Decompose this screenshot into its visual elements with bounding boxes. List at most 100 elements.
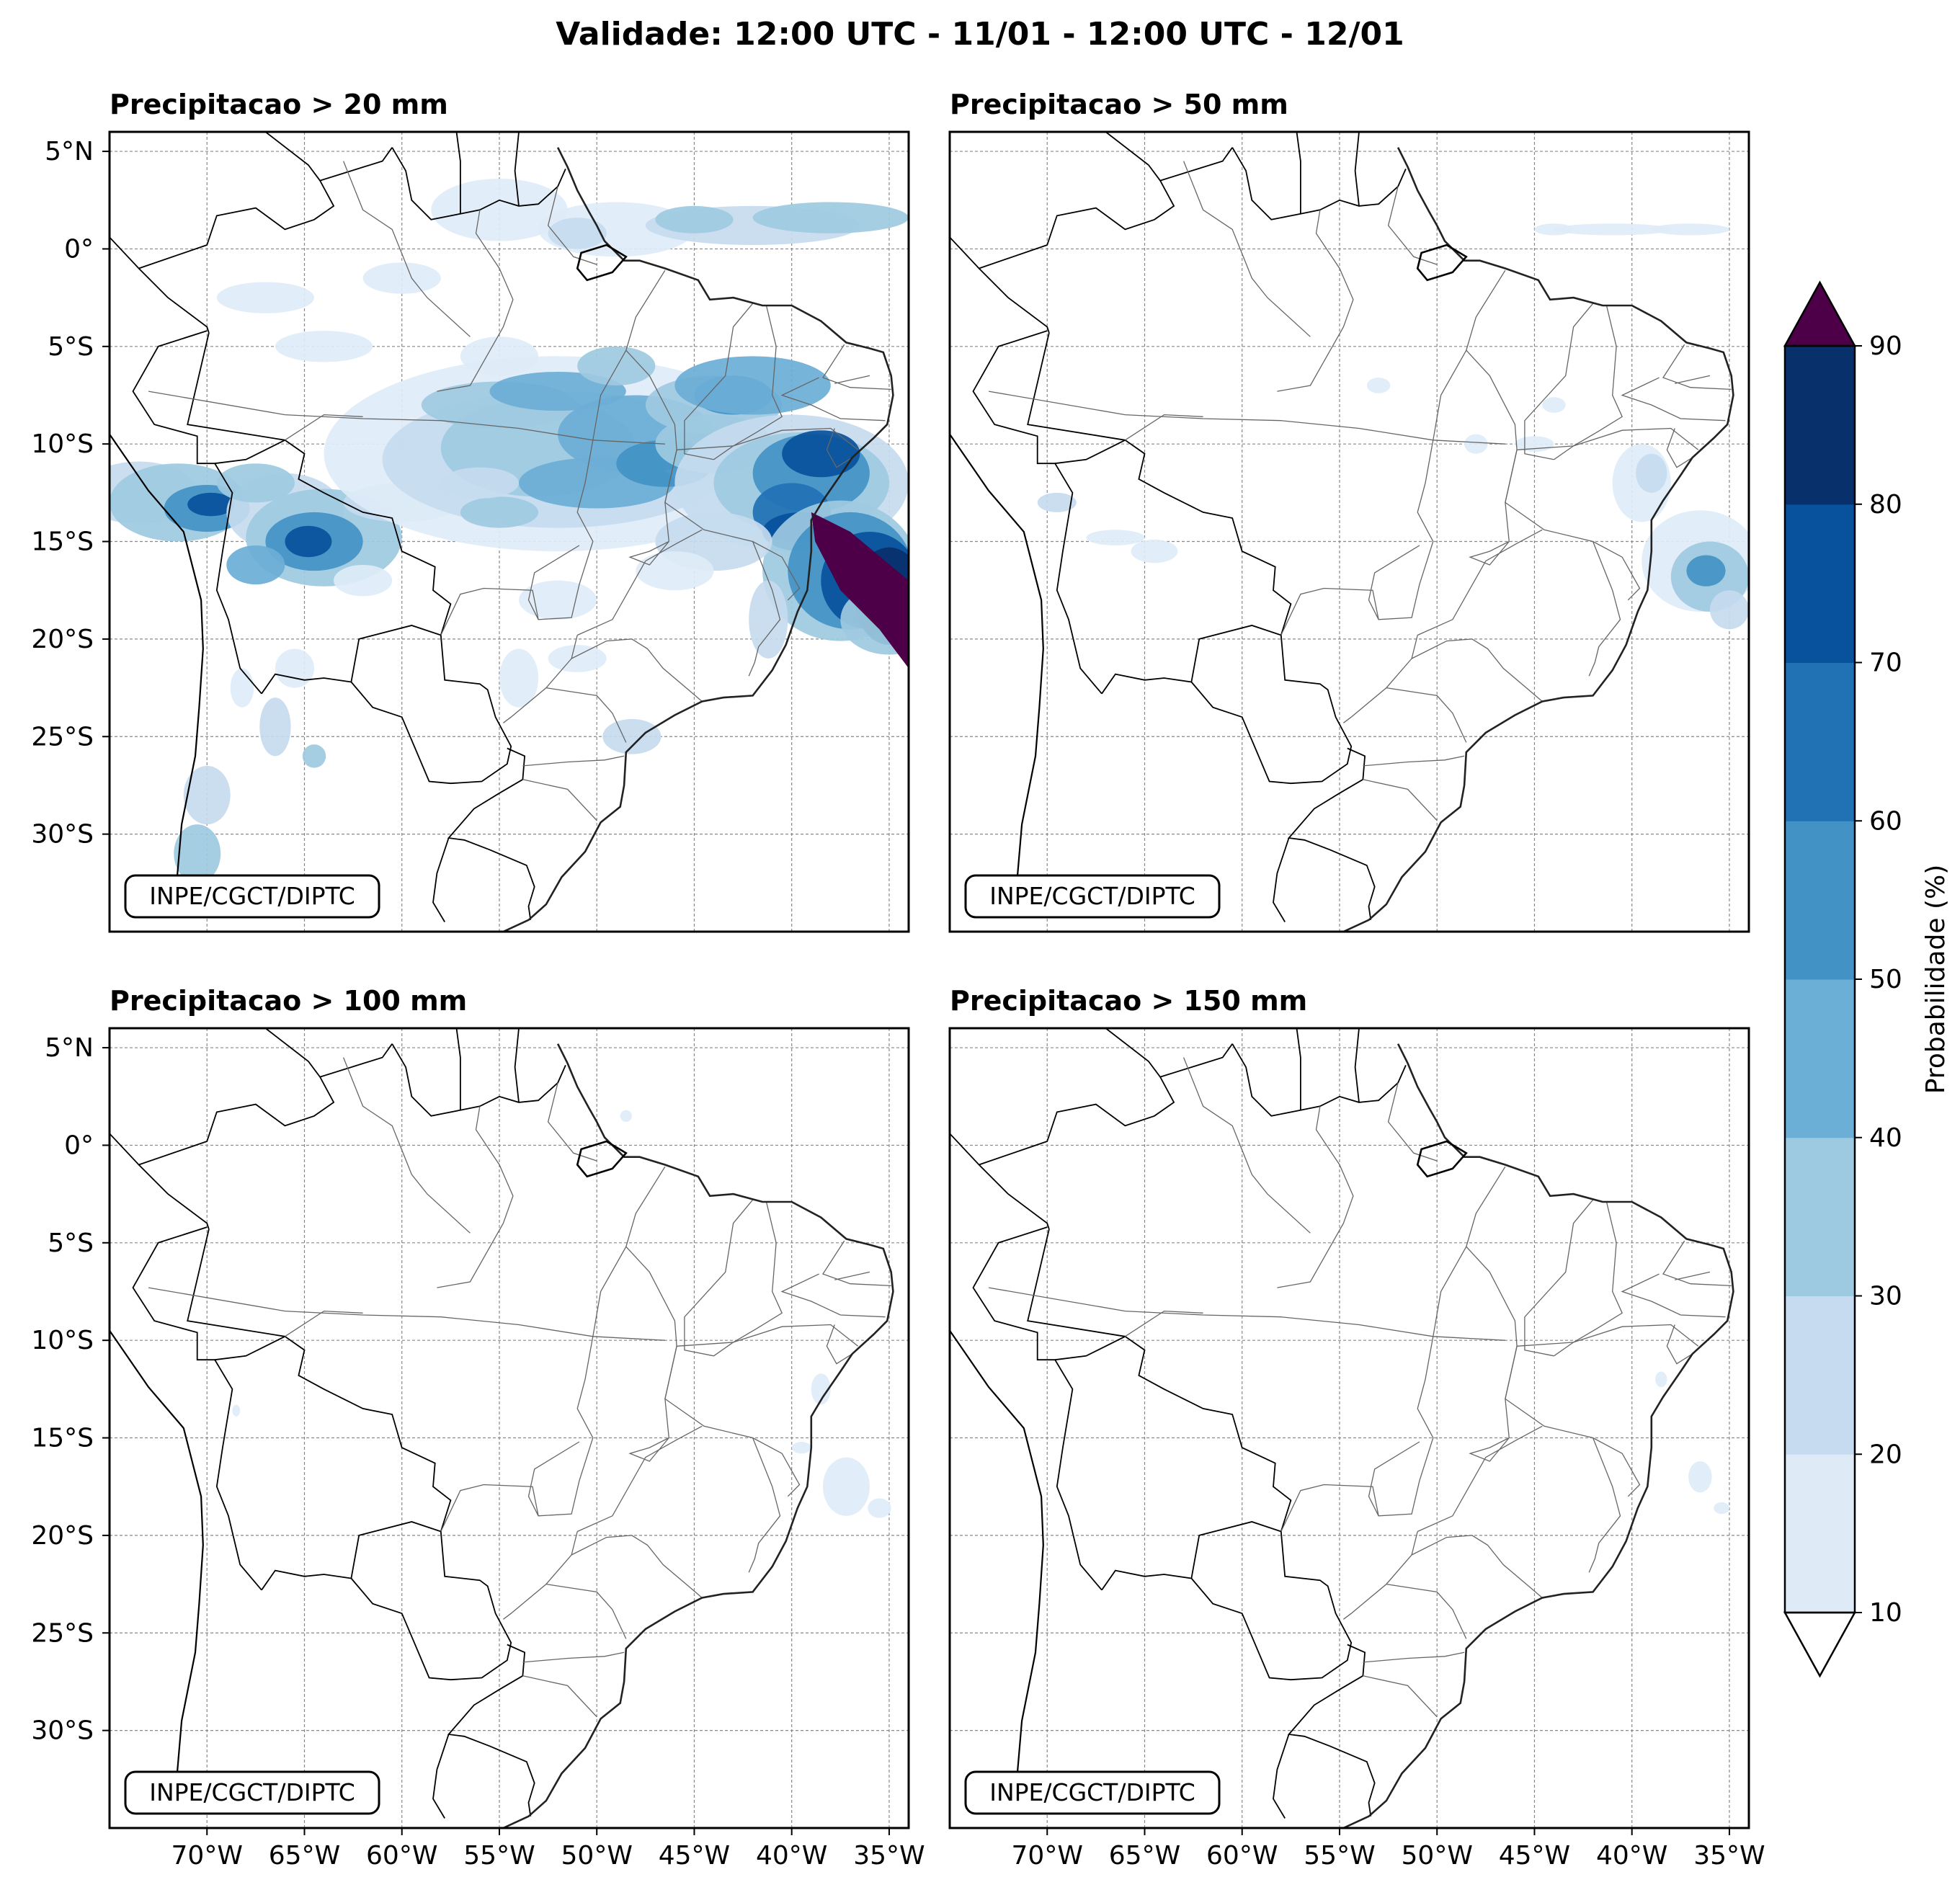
state-border [522,779,597,821]
state-border [684,303,754,460]
colorbar-label: Probabilidade (%) [1921,865,1951,1094]
probability-blob [1534,223,1574,236]
country-border [950,236,1050,334]
x-tick-label: 60°W [1206,1841,1278,1871]
state-border [748,1437,781,1573]
country-border [432,1734,450,1819]
state-border [628,540,669,566]
probability-blob [1655,1371,1667,1388]
country-border [110,1133,210,1230]
state-border [522,1675,597,1718]
probability-blob [655,205,734,233]
y-tick-label: 30°S [31,1716,94,1746]
probability-blob [431,178,568,241]
state-border [1368,440,1434,620]
country-border [1354,1028,1360,1102]
probability-blob [1086,530,1145,545]
panel-precip-20mm: Precipitacao > 20 mm INPE/CGCT/DIPTC 5°N… [31,89,910,933]
y-tick-label: 0° [64,1131,94,1160]
probability-blob [577,346,656,385]
country-border [455,132,461,214]
colorbar-tick-label: 70 [1869,648,1902,678]
coastline [110,1043,894,1828]
state-border [547,186,597,265]
state-border [1505,427,1699,601]
colorbar-band [1785,504,1855,663]
y-tick-label: 10°S [31,1326,94,1355]
colorbar: 10 20 30 40 50 60 70 80 90 Probabilidade (%) [1783,280,1951,1678]
state-border [1387,186,1438,265]
country-border [187,1229,285,1337]
country-border [514,132,520,206]
probability-blob [362,262,441,294]
state-border [1280,1484,1379,1532]
probability-peak-area [811,512,909,669]
colorbar-band [1785,346,1855,505]
state-border [285,1310,363,1337]
state-border [1662,344,1732,391]
y-tick-label: 15°S [31,527,94,557]
state-border [342,161,471,337]
state-border [522,1651,625,1663]
state-border [1363,1675,1438,1718]
colorbar-tick-label: 30 [1869,1282,1902,1311]
country-border [1054,439,1292,695]
country-border [1054,1335,1292,1591]
country-border [1287,747,1376,920]
state-border [1182,161,1311,337]
state-border [1524,303,1594,460]
y-tick-label: 5°S [48,332,94,362]
y-axis-ticks: 5°N 0° 5°S 10°S 15°S 20°S 25°S 30°S [31,1033,110,1746]
country-border [1105,132,1161,182]
figure-title: Validade: 12:00 UTC - 11/01 - 12:00 UTC … [556,16,1404,53]
probability-blob [302,744,326,768]
x-axis-ticks: 70°W 65°W 60°W 55°W 50°W 45°W 40°W 35°W [1012,1828,1765,1871]
state-border [1505,1324,1699,1497]
colorbar-tick-label: 90 [1869,331,1902,361]
state-border [1662,1240,1732,1287]
probability-blob [674,356,831,415]
state-border [1621,1273,1726,1318]
probability-blob [620,1110,632,1122]
panel-title: Precipitacao > 150 mm [950,985,1307,1017]
state-border [664,427,859,601]
y-tick-label: 10°S [31,429,94,459]
colorbar-tick-label: 50 [1869,965,1902,994]
x-tick-label: 45°W [1499,1841,1570,1871]
state-border [1675,1271,1711,1280]
x-tick-label: 50°W [561,1841,633,1871]
state-border [437,1106,514,1288]
credit-box: INPE/CGCT/DIPTC [964,874,1221,919]
country-border [1190,1531,1353,1681]
x-axis-ticks: 70°W 65°W 60°W 55°W 50°W 45°W 40°W 35°W [172,1828,925,1871]
state-border [1469,1437,1510,1462]
state-border [1386,1583,1467,1639]
state-border [1277,1106,1354,1288]
credit-box: INPE/CGCT/DIPTC [124,1770,380,1815]
state-border [285,414,363,441]
map-frame [108,1027,910,1829]
probability-blob [1554,223,1671,236]
state-border [684,1199,754,1357]
colorbar-band [1785,662,1855,821]
state-border [571,1535,703,1598]
credit-text: INPE/CGCT/DIPTC [149,1778,355,1806]
probability-blob [216,282,315,313]
colorbar-band [1785,1296,1855,1455]
probability-blob [1714,1502,1729,1515]
x-tick-label: 35°W [1693,1841,1765,1871]
country-border [110,236,210,334]
state-border [440,1484,539,1532]
marajo-island [576,244,628,282]
probability-blob [602,718,662,754]
state-border [527,440,594,620]
country-border [187,332,285,441]
state-border [1387,1082,1438,1162]
country-border [1354,132,1360,206]
country-border [138,1043,393,1166]
state-border [1363,755,1465,767]
country-border [264,132,321,182]
probability-blob [752,202,909,233]
state-border [826,428,852,468]
